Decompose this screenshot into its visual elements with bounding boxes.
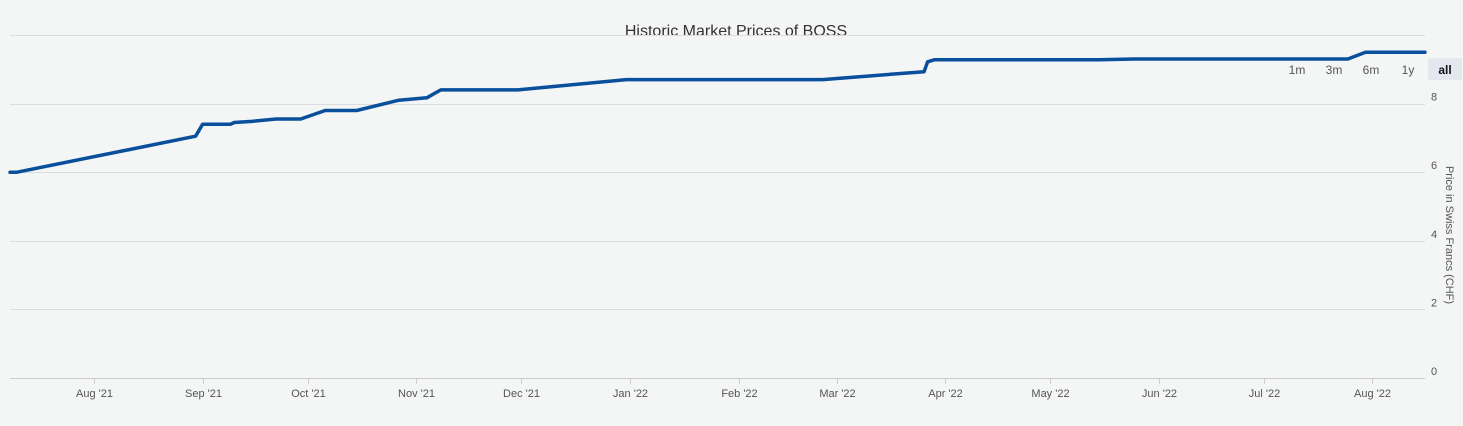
x-tick-label: Nov '21	[398, 388, 435, 400]
range-button-highlight	[1428, 58, 1462, 80]
x-tick-label: Oct '21	[291, 388, 326, 400]
x-tick-label: Aug '21	[76, 388, 113, 400]
grid-lines	[10, 35, 1425, 310]
y-tick-label: 2	[1431, 297, 1437, 309]
range-button-1y[interactable]: 1y	[1402, 63, 1415, 77]
chart-title: Historic Market Prices of BOSS	[625, 23, 847, 40]
y-axis-title: Price in Swiss Francs (CHF)	[1443, 166, 1455, 304]
range-button-label: 1m	[1289, 63, 1306, 77]
x-tick-label: Jan '22	[613, 388, 648, 400]
x-axis: Aug '21 Sep '21 Oct '21 Nov '21 Dec '21 Jan '…	[76, 378, 1391, 400]
range-button-label: 3m	[1326, 63, 1343, 77]
range-button-label: 1y	[1402, 63, 1415, 77]
range-button-6m[interactable]: 6m	[1363, 63, 1380, 77]
x-tick-label: Dec '21	[503, 388, 540, 400]
range-button-label: all	[1438, 63, 1451, 77]
range-selector: 1m 3m 6m 1y all	[1289, 58, 1462, 80]
x-tick-label: Aug '22	[1354, 388, 1391, 400]
x-tick-label: Jun '22	[1142, 388, 1177, 400]
price-line	[8, 50, 1427, 174]
range-button-label: 6m	[1363, 63, 1380, 77]
range-button-all[interactable]: all	[1428, 58, 1462, 80]
y-tick-label: 8	[1431, 92, 1437, 104]
x-tick-label: May '22	[1031, 388, 1069, 400]
y-tick-label: 0	[1431, 366, 1437, 378]
range-button-3m[interactable]: 3m	[1326, 63, 1343, 77]
x-tick-label: Jul '22	[1249, 388, 1280, 400]
y-tick-label: 6	[1431, 160, 1437, 172]
x-tick-label: Feb '22	[721, 388, 757, 400]
y-tick-label: 4	[1431, 229, 1437, 241]
range-button-1m[interactable]: 1m	[1289, 63, 1306, 77]
x-tick-label: Apr '22	[928, 388, 963, 400]
y-axis: 0 2 4 6 8	[1431, 92, 1437, 378]
x-tick-label: Mar '22	[819, 388, 855, 400]
x-tick-label: Sep '21	[185, 388, 222, 400]
